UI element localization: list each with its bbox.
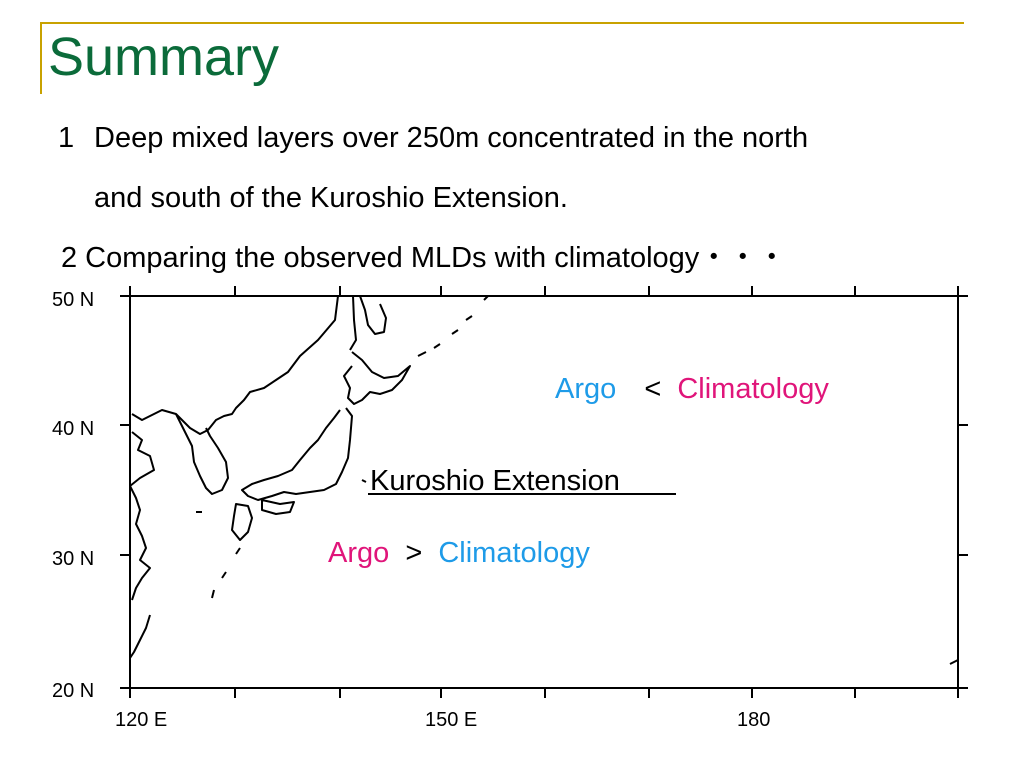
point-1-line-2: and south of the Kuroshio Extension. bbox=[94, 182, 568, 214]
hokkaido bbox=[343, 351, 411, 405]
mainland-asia-coast bbox=[131, 295, 339, 435]
title-accent-bar bbox=[40, 22, 42, 94]
south-climatology-label: Climatology bbox=[438, 537, 590, 569]
kuroshio-label: Kuroshio Extension bbox=[370, 465, 620, 497]
point-2-text: 2 Comparing the observed MLDs with clima… bbox=[61, 242, 787, 274]
point-1-line-1: Deep mixed layers over 250m concentrated… bbox=[94, 122, 809, 154]
north-annotation: Argo < Climatology bbox=[555, 373, 829, 405]
south-annotation: Argo > Climatology bbox=[328, 537, 590, 569]
point-1-number: 1 bbox=[58, 122, 75, 154]
south-operator: > bbox=[405, 537, 422, 569]
lat-label-50n: 50 N bbox=[52, 289, 94, 311]
sakhalin bbox=[349, 295, 357, 351]
lon-label-150e: 150 E bbox=[425, 709, 477, 731]
kuril-islands bbox=[417, 295, 489, 357]
kyushu bbox=[231, 503, 253, 541]
ryukyu-islands bbox=[211, 547, 241, 599]
honshu bbox=[241, 407, 353, 501]
china-coast bbox=[129, 431, 155, 601]
kamchatka-coast bbox=[359, 295, 387, 335]
south-argo-label: Argo bbox=[328, 537, 389, 569]
lon-label-120e: 120 E bbox=[115, 709, 167, 731]
taiwan bbox=[129, 614, 151, 659]
shikoku bbox=[261, 499, 295, 515]
title-rule bbox=[40, 22, 964, 24]
coastlines bbox=[129, 295, 959, 665]
korea-peninsula bbox=[175, 413, 229, 495]
north-climatology-label: Climatology bbox=[677, 373, 829, 405]
north-argo-label: Argo bbox=[555, 373, 616, 405]
slide-title: Summary bbox=[48, 27, 280, 87]
north-operator: < bbox=[644, 373, 661, 405]
small-islands bbox=[196, 479, 959, 665]
lat-label-30n: 30 N bbox=[52, 548, 94, 570]
map-ticks bbox=[120, 286, 968, 698]
lat-label-40n: 40 N bbox=[52, 418, 94, 440]
lon-label-180: 180 bbox=[737, 709, 770, 731]
lat-label-20n: 20 N bbox=[52, 680, 94, 702]
